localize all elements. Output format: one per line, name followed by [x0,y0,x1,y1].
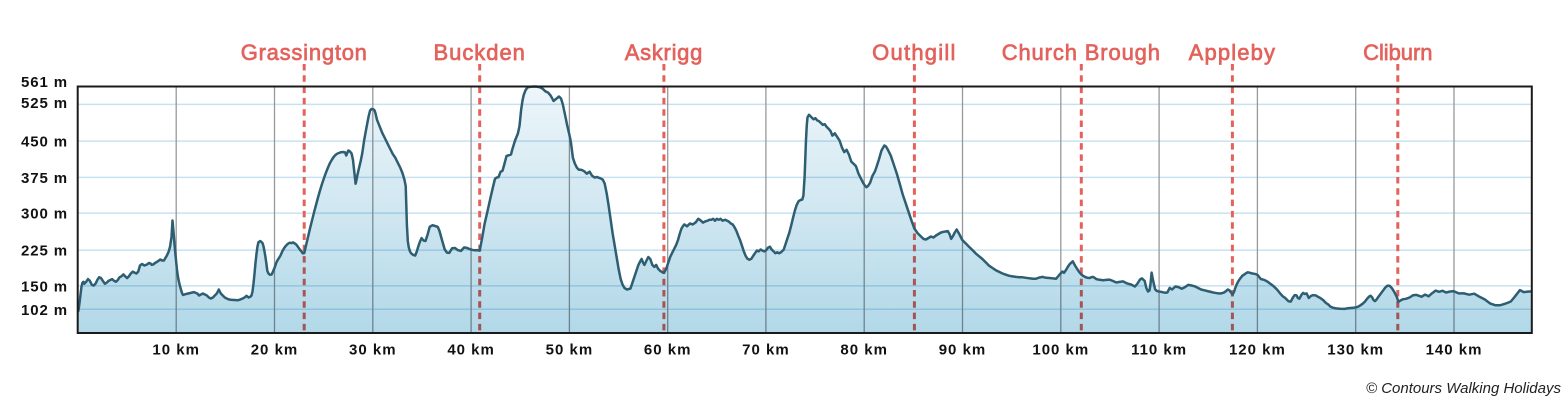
svg-text:450 m: 450 m [21,134,68,151]
svg-text:Buckden: Buckden [433,40,525,65]
svg-text:525 m: 525 m [21,95,68,112]
svg-text:300 m: 300 m [21,206,68,223]
svg-text:225 m: 225 m [21,243,68,260]
svg-text:561 m: 561 m [21,74,68,91]
svg-text:Askrigg: Askrigg [625,40,703,65]
svg-text:100 km: 100 km [1032,342,1089,359]
svg-text:120 km: 120 km [1229,342,1286,359]
svg-text:50 km: 50 km [546,342,594,359]
svg-text:375 m: 375 m [21,170,68,187]
svg-text:70 km: 70 km [742,342,790,359]
svg-text:90 km: 90 km [939,342,987,359]
svg-text:30 km: 30 km [349,342,397,359]
svg-text:Appleby: Appleby [1189,40,1276,65]
svg-text:Cliburn: Cliburn [1363,40,1432,65]
svg-text:Outhgill: Outhgill [872,40,956,65]
svg-text:102 m: 102 m [21,302,68,319]
svg-text:80 km: 80 km [840,342,888,359]
svg-text:60 km: 60 km [644,342,692,359]
svg-text:140 km: 140 km [1426,342,1483,359]
svg-text:Church Brough: Church Brough [1002,40,1161,65]
svg-text:130 km: 130 km [1327,342,1384,359]
svg-text:Grassington: Grassington [241,40,368,65]
svg-text:© Contours Walking Holidays: © Contours Walking Holidays [1366,380,1562,397]
svg-text:150 m: 150 m [21,278,68,295]
svg-text:20 km: 20 km [251,342,299,359]
svg-text:40 km: 40 km [447,342,495,359]
svg-text:110 km: 110 km [1131,342,1187,359]
svg-text:10 km: 10 km [152,342,200,359]
